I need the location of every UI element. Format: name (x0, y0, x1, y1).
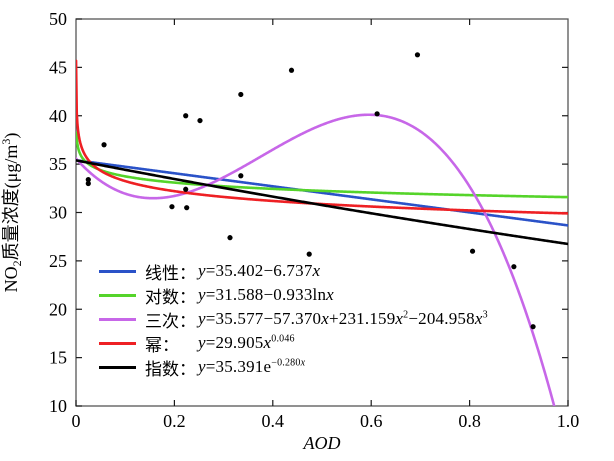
scatter-point (238, 173, 244, 179)
scatter-point (85, 180, 91, 187)
scatter-point (169, 204, 175, 210)
fit-curve-logarithmic (76, 131, 568, 199)
legend-line-sample-linear (99, 269, 136, 273)
legend-item-label: 三次： (145, 311, 196, 331)
legend-line-sample-cubic (99, 317, 136, 321)
legend-item-power: 幂： y=29.905x0.046 (99, 331, 488, 355)
legend-line-sample-exponential (99, 365, 136, 369)
scatter-point (306, 251, 312, 257)
legend-item-linear: 线性： y=35.402−6.737x (99, 259, 488, 283)
x-tick-label: 0.8 (458, 411, 481, 431)
y-tick-label: 20 (49, 299, 67, 319)
legend-item-equation: y=31.588−0.933lnx (198, 285, 334, 304)
x-tick-label: 0.4 (262, 411, 285, 431)
fit-curve-exponential (76, 159, 568, 246)
legend-item-equation: y=35.577−57.370x+231.159x2−204.958x3 (198, 309, 488, 328)
fit-curve-linear (76, 158, 568, 227)
x-tick-label: 1.0 (557, 411, 580, 431)
scatter-point (530, 324, 536, 330)
scatter-point (374, 111, 380, 117)
legend-item-equation: y=35.402−6.737x (198, 261, 321, 280)
y-tick-label: 10 (49, 396, 67, 416)
legend-item-exponential: 指数： y=35.391e−0.280x (99, 355, 488, 379)
y-tick-label: 40 (49, 106, 67, 126)
scatter-point (183, 186, 189, 192)
x-axis-label: AOD (303, 433, 341, 453)
fit-curve-cubic (76, 113, 556, 406)
legend-item-cubic: 三次： y=35.577−57.370x+231.159x2−204.958x3 (99, 307, 488, 331)
scatter-point (238, 91, 244, 98)
legend-item-equation: y=29.905x0.046 (198, 333, 295, 352)
scatter-point (414, 52, 421, 58)
y-tick-label: 50 (49, 9, 67, 29)
scatter-point (469, 248, 476, 254)
scatter-point (85, 177, 91, 183)
scatter-point (184, 205, 190, 211)
y-tick-label: 30 (49, 203, 67, 223)
legend-line-sample-power (99, 341, 136, 345)
scatter-point (197, 117, 203, 124)
scatter-point (183, 113, 189, 119)
scatter-point (288, 67, 295, 73)
legend: 线性： y=35.402−6.737x 对数： y=31.588−0.933lnx 三次… (99, 259, 488, 379)
legend-item-label: 对数： (145, 287, 196, 307)
legend-line-sample-logarithmic (99, 293, 136, 297)
y-tick-label: 45 (49, 57, 67, 77)
scatter-point (227, 235, 233, 241)
legend-item-label: 线性： (145, 263, 196, 283)
x-tick-label: 0.2 (163, 411, 186, 431)
x-tick-label: 0.6 (360, 411, 383, 431)
scatter-point (101, 142, 107, 148)
legend-item-label: 幂： (145, 335, 179, 355)
y-tick-label: 25 (49, 251, 67, 271)
y-axis-label: NO2质量浓度(μg/m3) (0, 133, 24, 293)
y-tick-label: 15 (49, 348, 67, 368)
legend-item-equation: y=35.391e−0.280x (198, 357, 306, 376)
legend-item-logarithmic: 对数： y=31.588−0.933lnx (99, 283, 488, 307)
y-tick-label: 35 (49, 154, 67, 174)
x-tick-label: 0 (72, 411, 81, 431)
scatter-point (511, 264, 517, 270)
legend-item-label: 指数： (145, 359, 196, 379)
